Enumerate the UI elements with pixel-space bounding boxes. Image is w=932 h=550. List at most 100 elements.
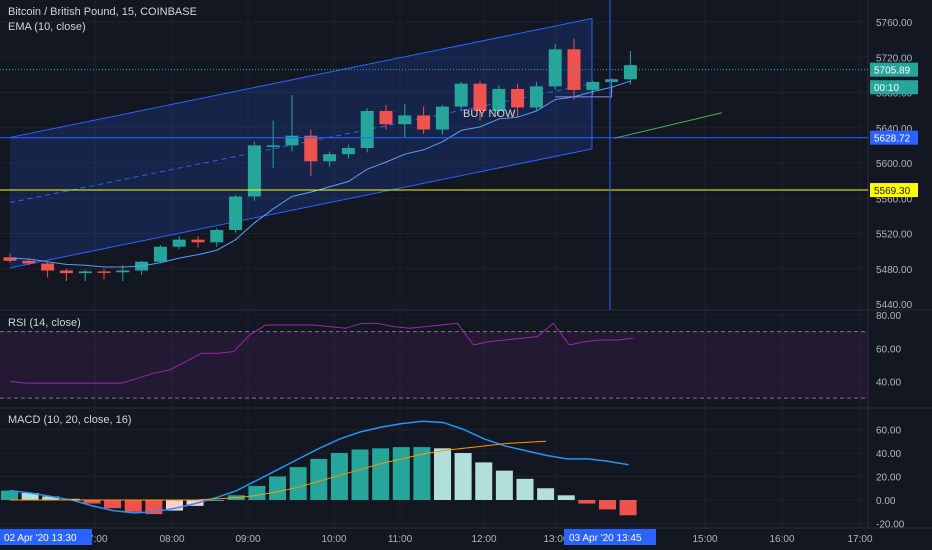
candle [473,81,487,121]
candle-body [97,271,111,273]
candle-body [78,271,92,274]
candle [247,141,261,201]
countdown-tag: 00:10 [870,80,918,95]
candle [341,144,355,159]
macd-histogram-bar [83,500,101,504]
candle-body [247,145,261,197]
time-tick-label: 12:00 [471,534,496,545]
rsi-band [0,331,868,399]
channel-upper-line [9,17,593,138]
macd-indicator-label: MACD (10, 20, close, 16) [8,414,132,426]
buy-now-marker [555,87,613,98]
candle [454,81,468,111]
time-tag-right: 03 Apr '20 13:45 [569,533,642,544]
price-tick-label: 5560.00 [876,194,913,205]
candle [41,261,55,278]
candle-body [22,260,36,264]
macd-histogram-bar [289,467,307,500]
countdown-tag-text: 00:10 [874,83,899,94]
candle [398,103,412,138]
time-tick-label: 13:00 [543,534,568,545]
candle-body [41,263,55,271]
signal-line [10,440,547,501]
macd-histogram-bar [207,500,225,501]
macd-pane[interactable]: 60.00 40.00 20.00 0.00 -20.00 [0,420,905,531]
candlestick-series[interactable] [3,38,637,282]
time-tick-label: 16:00 [769,534,794,545]
candle [379,104,393,130]
candle-body [623,65,637,80]
macd-tick-label: 60.00 [876,426,901,437]
rsi-indicator-label: RSI (14, close) [8,317,81,329]
candle [360,108,374,153]
time-tick-label: 09:00 [235,534,260,545]
candle-body [285,135,299,146]
price-tick-label: 5480.00 [876,265,913,276]
hline-yellow-tag: 5569.30 [870,183,918,198]
time-tick-label: 10:00 [321,534,346,545]
macd-histogram-bar [619,500,637,516]
candle-body [548,49,562,87]
macd-histogram-bar [21,492,39,500]
candle [172,236,186,250]
candle-body [454,83,468,107]
price-tick-label: 5720.00 [876,53,913,64]
rsi-tick-label: 40.00 [876,378,901,389]
candle [116,265,130,282]
candle-body [323,154,337,162]
time-tick-label: 11:00 [388,534,413,545]
candle [210,228,224,247]
candle-body [191,239,205,243]
candle-body [492,88,506,112]
candle-body [605,79,619,82]
macd-histogram-bar [269,476,287,500]
price-tick-label: 5600.00 [876,159,913,170]
buy-now-annotation[interactable]: BUY NOW [463,108,516,120]
candle-body [229,196,243,230]
rsi-pane[interactable]: 80.00 60.00 40.00 [0,311,901,399]
candle [511,83,525,118]
macd-histogram-bar [557,495,575,500]
candle-body [172,239,186,247]
time-tick-label: 15:00 [692,534,717,545]
candle [492,85,506,115]
time-tag-left-bg [0,529,92,545]
macd-histogram-bar [372,448,390,500]
last-price-tag-text: 5705.89 [874,66,911,77]
time-tick-label: 17:00 [847,534,872,545]
candle [229,194,243,233]
hline-blue-tag: 5628.72 [870,130,918,145]
hline-blue-tag-bg [870,130,918,145]
macd-histogram-bar [516,478,534,500]
ema-indicator-label: EMA (10, close) [8,21,86,33]
macd-histogram-bar [495,470,513,500]
candle [78,269,92,282]
macd-histogram-bar [42,496,60,500]
rsi-tick-label: 60.00 [876,344,901,355]
last-price-tag: 5705.89 [870,62,918,77]
candle-body [3,257,17,261]
candle-body [473,83,487,112]
macd-histogram-bar [248,485,266,500]
candle-body [379,111,393,125]
candle [285,95,299,152]
price-tick-label: 5440.00 [876,300,913,311]
macd-tick-label: 20.00 [876,473,901,484]
hline-yellow-tag-text: 5569.30 [874,186,911,197]
rsi-tick-label: 80.00 [876,311,901,322]
candle-body [586,81,600,90]
time-tag-left: 02 Apr '20 13:30 [4,533,77,544]
candle [323,151,337,167]
candle [529,81,543,111]
macd-histogram-bar [310,458,328,500]
candle [59,268,73,282]
hline-blue-tag-text: 5628.72 [874,134,911,145]
macd-histogram-bar [578,500,596,504]
candle-body [529,86,543,108]
macd-histogram-bar [104,500,122,509]
macd-histogram-bar [165,500,183,511]
candle-body [304,135,318,162]
candle [266,120,280,169]
candle [191,236,205,248]
